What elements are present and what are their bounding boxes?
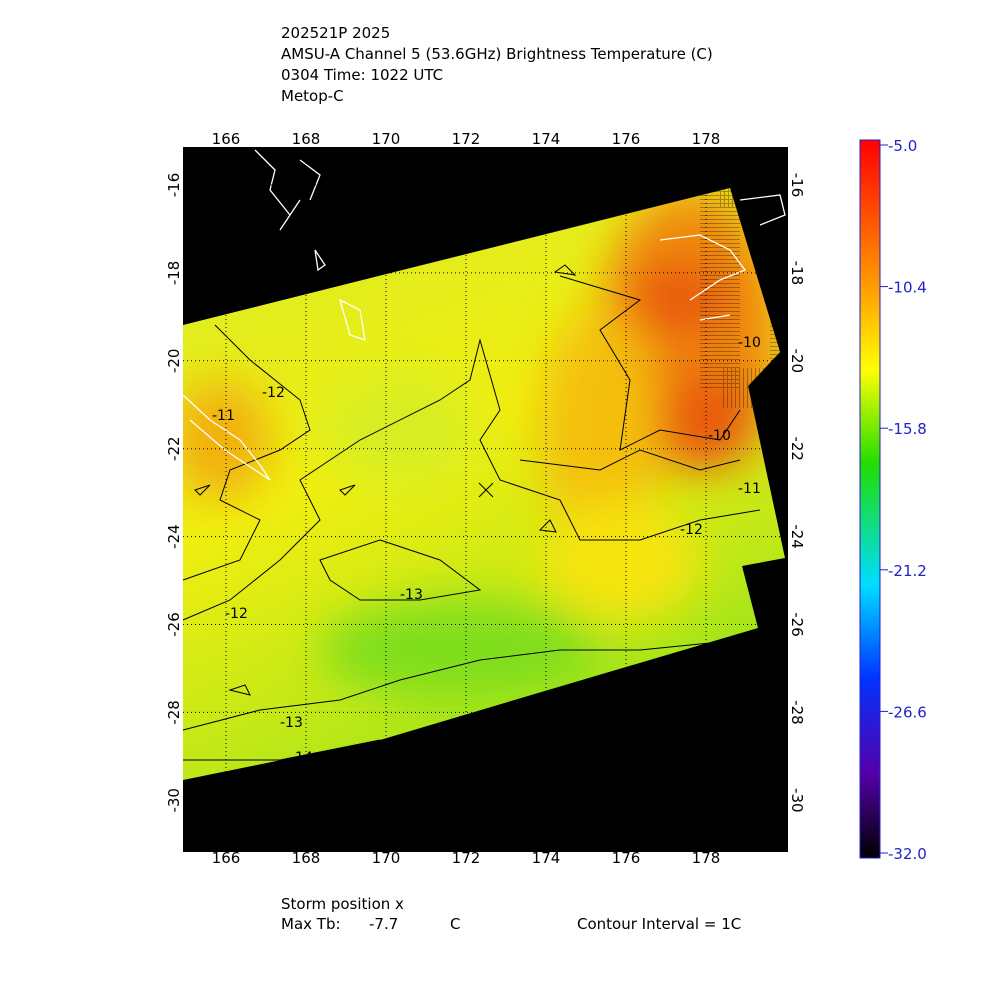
contour-label: -10 [708,428,731,444]
lon-label-top: 172 [452,130,481,148]
lon-label-bottom: 176 [612,849,641,867]
lon-label-top: 168 [292,130,321,148]
colorbar-labels: -5.0 -10.4 -15.8 -21.2 -26.6 -32.0 [880,137,927,863]
contour-label-group: -12 -11 -10 -10 -11 -12 -12 -13 -13 -14 [212,335,761,766]
contour-interval: Contour Interval = 1C [577,915,741,933]
contour-label: -14 [290,750,313,766]
colorbar-label: -32.0 [888,845,927,863]
colorbar-label: -10.4 [888,279,927,297]
lat-label-right: -30 [788,788,806,813]
lat-label-left: -26 [165,612,183,637]
max-tb-label: Max Tb: [281,915,341,933]
lat-label-left: -16 [165,173,183,198]
lat-label-right: -18 [788,261,806,286]
lon-label-top: 176 [612,130,641,148]
colorbar [859,139,881,859]
title-block: 202521P 2025 AMSU-A Channel 5 (53.6GHz) … [281,24,713,105]
max-tb-value: -7.7 [369,915,398,933]
max-tb-unit: C [450,915,460,933]
contour-label: -12 [680,522,703,538]
title-line: Metop-C [281,87,344,105]
lat-label-left: -24 [165,524,183,549]
lat-label-right: -22 [788,436,806,461]
lat-label-left: -28 [165,700,183,725]
lon-label-bottom: 166 [212,849,241,867]
lat-label-right: -16 [788,173,806,198]
contour-label: -10 [738,335,761,351]
lat-label-right: -26 [788,612,806,637]
lon-label-bottom: 172 [452,849,481,867]
lat-label-left: -30 [165,788,183,813]
lat-label-right: -24 [788,524,806,549]
colorbar-label: -15.8 [888,420,927,438]
lon-label-bottom: 168 [292,849,321,867]
contour-label: -13 [280,715,303,731]
lon-label-top: 166 [212,130,241,148]
lon-label-bottom: 178 [692,849,721,867]
contour-label: -11 [738,481,761,497]
title-line: 202521P 2025 [281,24,390,42]
storm-position-note: Storm position x [281,895,404,913]
footer: Storm position x Max Tb: -7.7 C Contour … [281,895,741,933]
storm-marker [478,482,494,498]
lat-label-right: -20 [788,349,806,374]
lon-label-top: 170 [372,130,401,148]
contour-label: -13 [400,587,423,603]
contour-label: -12 [262,385,285,401]
lon-label-top: 178 [692,130,721,148]
lon-label-bottom: 174 [532,849,561,867]
contour-label: -11 [212,408,235,424]
lat-label-right: -28 [788,700,806,725]
axis-label-group: 166 166 168 168 170 170 172 172 174 174 176 176 178 1… [165,130,806,867]
lat-label-left: -20 [165,349,183,374]
graticule [183,147,788,852]
colorbar-label: -26.6 [888,703,927,721]
colorbar-label: -21.2 [888,562,927,580]
contour-label: -12 [225,606,248,622]
contours [182,264,761,761]
lon-label-bottom: 170 [372,849,401,867]
title-line: 0304 Time: 1022 UTC [281,66,443,84]
lat-label-left: -18 [165,261,183,286]
lon-label-top: 174 [532,130,561,148]
colorbar-label: -5.0 [888,137,917,155]
lat-label-left: -22 [165,436,183,461]
coastlines [182,149,786,481]
title-line: AMSU-A Channel 5 (53.6GHz) Brightness Te… [281,45,713,63]
